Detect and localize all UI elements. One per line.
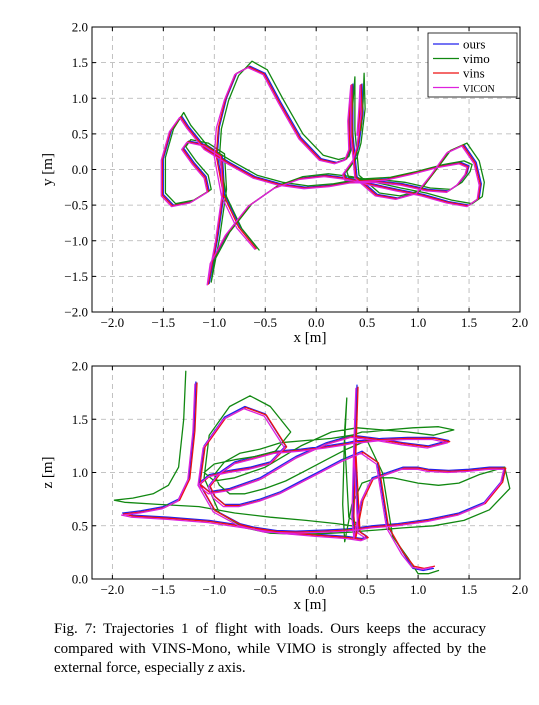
xy-xtick-label: 0.5: [359, 315, 375, 330]
legend-label-vins: vins: [463, 66, 485, 81]
xy-ytick-label: 0.0: [72, 162, 88, 177]
xz-series-vicon: [120, 383, 505, 571]
xz-y-axis-label: z [m]: [40, 456, 56, 488]
xz-xtick-label: 1.5: [461, 582, 477, 597]
xy-y-axis-label: y [m]: [40, 153, 56, 186]
caption-axis-variable: z: [208, 660, 214, 676]
caption-prefix: Fig. 7: Trajectories 1 of flight with lo…: [54, 621, 486, 676]
xz-series-group: [113, 370, 511, 575]
xy-x-axis-label: x [m]: [294, 330, 327, 346]
legend-label-vimo: vimo: [463, 51, 490, 66]
xz-xtick-label: −1.5: [152, 582, 176, 597]
xz-ytick-label: 1.5: [72, 412, 88, 427]
xy-xtick-label: 2.0: [512, 315, 528, 330]
xz-xtick-label: −0.5: [253, 582, 277, 597]
xz-xtick-label: 1.0: [410, 582, 426, 597]
legend-label-ours: ours: [463, 37, 485, 52]
xy-xtick-label: −0.5: [253, 315, 277, 330]
xz-xtick-label: 0.0: [308, 582, 324, 597]
xy-ytick-label: −1.5: [64, 269, 88, 284]
xz-ytick-label: 0.0: [72, 572, 88, 587]
figure-caption: Fig. 7: Trajectories 1 of flight with lo…: [54, 620, 486, 679]
xy-xtick-label: 0.0: [308, 315, 324, 330]
xy-trajectory-plot: −2.0 −1.5 −1.0 −0.5 0.0 0.5 1.0 1.5 2.0 −2.0 −1.5 −…: [40, 20, 528, 347]
xy-ytick-label: −1.0: [64, 233, 88, 248]
xy-series-vicon: [160, 66, 480, 286]
xz-ytick-label: 0.5: [72, 518, 88, 533]
xz-xtick-label: 0.5: [359, 582, 375, 597]
xy-xtick-label: 1.5: [461, 315, 477, 330]
xy-ytick-label: −0.5: [64, 198, 88, 213]
xz-x-axis-label: x [m]: [294, 597, 327, 613]
xz-xtick-label: 2.0: [512, 582, 528, 597]
xy-ytick-label: 1.0: [72, 91, 88, 106]
xy-series-ours: [162, 65, 482, 285]
legend-label-vicon: VICON: [463, 84, 495, 95]
xy-xtick-label: 1.0: [410, 315, 426, 330]
xy-ytick-label: 0.5: [72, 126, 88, 141]
xz-trajectory-plot: −2.0 −1.5 −1.0 −0.5 0.0 0.5 1.0 1.5 2.0 0.0 0.5 1.0…: [40, 359, 528, 614]
xz-xtick-label: −1.0: [202, 582, 226, 597]
xy-ytick-label: 1.5: [72, 55, 88, 70]
xz-ytick-label: 2.0: [72, 359, 88, 374]
xy-ytick-label: 2.0: [72, 20, 88, 35]
xy-series-vins: [161, 66, 481, 285]
xy-series-group: [160, 60, 485, 286]
xy-xtick-label: −1.5: [152, 315, 176, 330]
caption-suffix: axis.: [217, 660, 246, 676]
xz-xtick-label: −2.0: [101, 582, 125, 597]
xy-xtick-label: −2.0: [101, 315, 125, 330]
xy-xtick-label: −1.0: [202, 315, 226, 330]
xy-ytick-label: −2.0: [64, 305, 88, 320]
xz-series-vins: [122, 382, 507, 570]
xz-ytick-label: 1.0: [72, 465, 88, 480]
